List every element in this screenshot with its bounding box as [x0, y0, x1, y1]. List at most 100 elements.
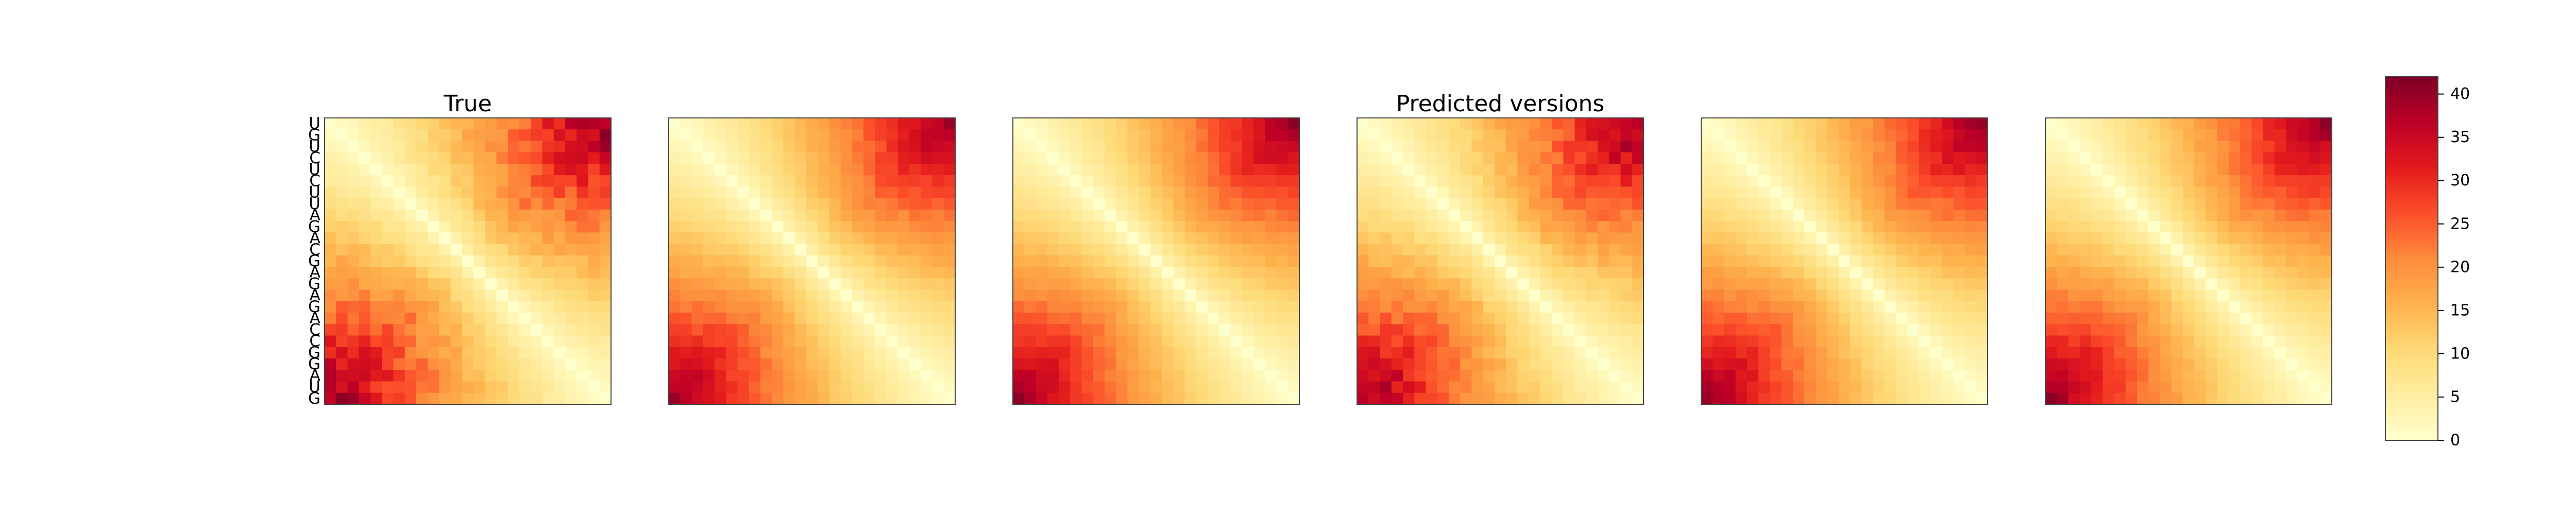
heatmap-cell	[1402, 244, 1415, 256]
heatmap-cell	[760, 358, 772, 370]
heatmap-cell	[932, 289, 944, 302]
heatmap-cell	[772, 175, 784, 187]
heatmap-cell	[359, 198, 371, 210]
heatmap-cell	[1873, 232, 1885, 245]
heatmap-cell	[1930, 267, 1942, 279]
heatmap-cell	[1253, 198, 1265, 210]
heatmap-cell	[806, 255, 818, 267]
heatmap-cell	[1529, 255, 1541, 267]
heatmap-cell	[760, 267, 772, 279]
heatmap-cell	[1357, 392, 1369, 405]
heatmap-cell	[1964, 141, 1977, 153]
heatmap-cell	[1896, 324, 1908, 336]
heatmap-cell	[714, 358, 726, 370]
heatmap-cell	[416, 118, 428, 130]
heatmap-cell	[852, 278, 864, 290]
heatmap-cell	[1357, 244, 1369, 256]
heatmap-cell	[909, 267, 921, 279]
heatmap-cell	[531, 392, 543, 405]
heatmap-cell	[726, 232, 738, 245]
heatmap-cell	[1953, 370, 1965, 382]
heatmap-cell	[1402, 152, 1415, 164]
heatmap-cell	[1770, 381, 1782, 393]
heatmap-cell	[1873, 163, 1885, 176]
heatmap-cell	[1058, 163, 1071, 176]
heatmap-cell	[1792, 335, 1805, 348]
heatmap-cell	[2251, 198, 2264, 210]
heatmap-cell	[1070, 221, 1082, 233]
heatmap-cell	[1964, 255, 1977, 267]
heatmap-cell	[794, 198, 807, 210]
heatmap-cell	[1620, 255, 1633, 267]
heatmap-cell	[806, 232, 818, 245]
heatmap-cell	[485, 289, 497, 302]
heatmap-cell	[1540, 141, 1552, 153]
heatmap-cell	[921, 175, 933, 187]
heatmap-cell	[1437, 175, 1449, 187]
heatmap-cell	[2182, 244, 2195, 256]
heatmap-cell	[2103, 289, 2115, 302]
heatmap-cell	[1735, 198, 1748, 210]
heatmap-cell	[1861, 244, 1874, 256]
heatmap-cell	[1964, 209, 1977, 221]
heatmap-cell	[1184, 232, 1197, 245]
colorbar-band	[2385, 104, 2438, 108]
heatmap-cell	[1265, 301, 1277, 313]
heatmap-cell	[1208, 335, 1219, 348]
heatmap-cell	[1150, 289, 1162, 302]
colorbar-band	[2385, 310, 2438, 314]
heatmap-cell	[439, 313, 451, 324]
heatmap-cell	[1942, 255, 1954, 267]
heatmap-cell	[1139, 381, 1151, 393]
heatmap-cell	[1816, 335, 1828, 348]
heatmap-cell	[1242, 324, 1254, 336]
heatmap-cell	[1196, 129, 1208, 142]
heatmap-cell	[2137, 313, 2149, 324]
heatmap-cell	[1184, 198, 1197, 210]
heatmap-cell	[1139, 392, 1151, 405]
heatmap-cell	[2274, 163, 2286, 176]
heatmap-cell	[1287, 244, 1300, 256]
heatmap-cell	[829, 358, 841, 370]
heatmap-cell	[450, 347, 463, 359]
heatmap-cell	[2171, 255, 2183, 267]
heatmap-cell	[1253, 267, 1265, 279]
heatmap-cell	[726, 198, 738, 210]
heatmap-cell	[1574, 324, 1587, 336]
heatmap-cell	[875, 209, 887, 221]
heatmap-cell	[1208, 163, 1219, 176]
heatmap-cell	[1368, 255, 1381, 267]
heatmap-cell	[2137, 141, 2149, 153]
heatmap-cell	[1713, 186, 1725, 199]
heatmap-cell	[2103, 358, 2115, 370]
heatmap-cell	[1598, 289, 1609, 302]
heatmap-cell	[2228, 186, 2241, 199]
heatmap-cell	[416, 347, 428, 359]
heatmap-cell	[565, 198, 577, 210]
heatmap-cell	[1609, 392, 1621, 405]
heatmap-cell	[726, 392, 738, 405]
heatmap-cell	[1792, 141, 1805, 153]
heatmap-cell	[1414, 267, 1427, 279]
heatmap-cell	[1127, 381, 1140, 393]
heatmap-cell	[1953, 278, 1965, 290]
heatmap-cell	[863, 186, 875, 199]
heatmap-cell	[1735, 186, 1748, 199]
heatmap-cell	[1781, 278, 1793, 290]
heatmap-cell	[519, 347, 531, 359]
heatmap-cell	[1816, 381, 1828, 393]
heatmap-cell	[691, 209, 704, 221]
heatmap-cell	[2263, 118, 2275, 130]
heatmap-cell	[2079, 141, 2092, 153]
heatmap-cell	[794, 370, 807, 382]
heatmap-cell	[897, 267, 910, 279]
heatmap-cell	[1873, 118, 1885, 130]
heatmap-cell	[1426, 289, 1438, 302]
colorbar-band	[2385, 240, 2438, 244]
heatmap-cell	[1253, 118, 1265, 130]
heatmap-cell	[2297, 358, 2310, 370]
heatmap-cell	[2263, 324, 2275, 336]
heatmap-cell	[1139, 118, 1151, 130]
heatmap-cell	[703, 313, 715, 324]
heatmap-cell	[691, 347, 704, 359]
